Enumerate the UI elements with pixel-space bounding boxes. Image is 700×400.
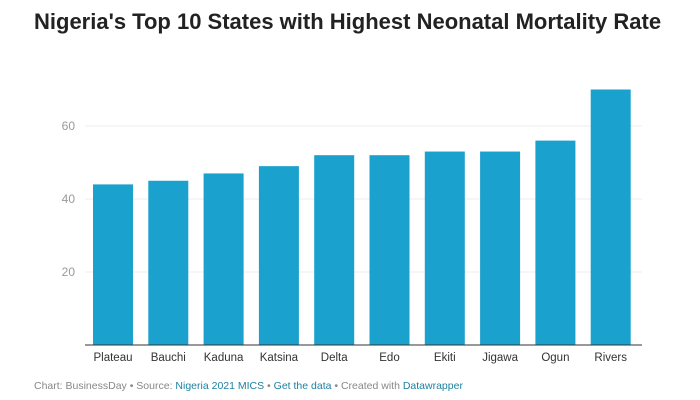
x-tick-label: Bauchi — [151, 352, 186, 364]
y-tick-label: 20 — [62, 265, 76, 279]
get-data-link[interactable]: Get the data — [273, 380, 332, 392]
y-tick-label: 60 — [62, 119, 76, 133]
bar-jigawa — [480, 151, 521, 345]
bar-chart: 20 40 60 Plateau Bauchi Kaduna Katsina Delta Edo… — [62, 89, 642, 364]
datawrapper-link[interactable]: Datawrapper — [402, 380, 463, 392]
source-link[interactable]: Nigeria 2021 MICS — [175, 380, 265, 392]
chart-footer: Chart: BusinessDay • Source: Nigeria 202… — [34, 380, 463, 392]
chart-credit: Chart: BusinessDay — [34, 380, 127, 392]
bar-katsina — [258, 166, 299, 345]
x-tick-label: Katsina — [260, 352, 299, 364]
separator: • Created with — [331, 380, 403, 392]
bar-edo — [369, 155, 410, 345]
x-tick-label: Ekiti — [434, 352, 456, 364]
bar-plateau — [93, 184, 133, 345]
chart-title: Nigeria's Top 10 States with Highest Neo… — [34, 9, 662, 34]
x-tick-label: Edo — [379, 352, 399, 364]
bar-rivers — [590, 89, 631, 345]
bar-bauchi — [148, 180, 189, 345]
x-tick-label: Ogun — [541, 352, 569, 364]
x-tick-label: Delta — [321, 352, 348, 364]
x-tick-label: Plateau — [93, 352, 132, 364]
separator: • — [264, 380, 274, 392]
separator: • Source: — [126, 380, 176, 392]
y-tick-label: 40 — [62, 192, 76, 206]
x-tick-label: Kaduna — [204, 352, 244, 364]
bar-ogun — [535, 140, 576, 345]
x-tick-label: Rivers — [594, 352, 627, 364]
bar-ekiti — [424, 151, 465, 345]
bar-kaduna — [203, 173, 244, 345]
bar-delta — [314, 155, 355, 345]
x-tick-label: Jigawa — [482, 352, 518, 364]
